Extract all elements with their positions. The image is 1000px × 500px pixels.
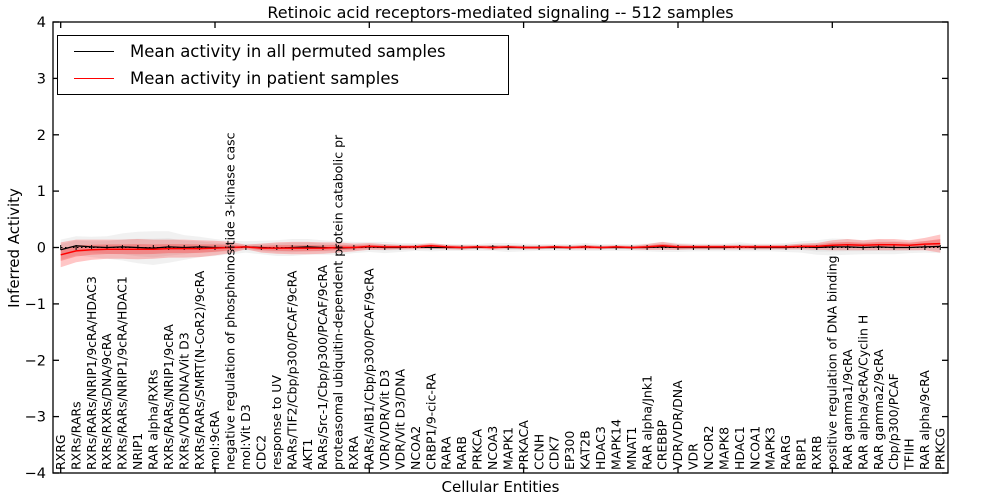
x-tick-label: RXRs/RARs/NRIP1/9cRA	[161, 324, 176, 470]
x-tick-label: VDR/Vit D3/DNA	[392, 369, 407, 470]
x-tick-label: RXRs/RXRs/DNA/9cRA	[99, 333, 114, 470]
x-tick-label: Cbp/p300/PCAF	[886, 373, 901, 470]
x-tick-label: RAR gamma1/9cRA	[840, 349, 855, 470]
x-tick-label: VDR/VDR/Vit D3	[377, 370, 392, 470]
x-tick-label: response to UV	[269, 375, 284, 470]
y-tick-label: 0	[37, 241, 46, 257]
y-tick-label: −4	[25, 466, 46, 482]
y-tick-label: −2	[25, 353, 46, 369]
y-tick-label: 2	[37, 128, 46, 144]
permuted-line-swatch-icon	[74, 51, 114, 52]
x-tick-label: RAR gamma2/9cRA	[871, 349, 886, 470]
x-tick-label: PRKCG	[933, 428, 948, 470]
x-tick-label: RARA	[439, 436, 454, 470]
x-tick-label: RAR alpha/9cRA/Cyclin H	[855, 315, 870, 470]
x-tick-label: RAR alpha/9cRA	[917, 370, 932, 470]
y-tick-label: 4	[37, 15, 46, 31]
x-tick-label: NCOA3	[485, 426, 500, 470]
x-tick-label: CCNH	[531, 434, 546, 470]
x-tick-label: RBP1	[794, 437, 809, 470]
x-tick-label: NRIP1	[130, 433, 145, 470]
x-tick-label: mol:9cRA	[207, 410, 222, 470]
x-tick-label: HDAC1	[732, 426, 747, 470]
x-tick-label: RXRs/RARs	[68, 401, 83, 470]
x-tick-label: CREBBP	[655, 420, 670, 470]
x-tick-label: RXRs/RARs/SMRT(N-CoR2)/9cRA	[192, 270, 207, 470]
x-tick-label: CRBP1/9-cic-RA	[423, 373, 438, 470]
legend: Mean activity in all permuted samples Me…	[57, 35, 509, 95]
legend-label-permuted: Mean activity in all permuted samples	[130, 42, 446, 61]
x-tick-label: RXRs/RARs/NRIP1/9cRA/HDAC3	[84, 276, 99, 470]
x-tick-label: KAT2B	[578, 430, 593, 470]
x-tick-label: negative regulation of phosphoinositide …	[223, 132, 238, 470]
x-tick-label: TFIIH	[902, 438, 917, 471]
x-tick-label: MAPK8	[717, 427, 732, 470]
x-tick-label: positive regulation of DNA binding	[825, 255, 840, 470]
x-tick-label: AKT1	[300, 439, 315, 470]
x-tick-label: NCOR2	[701, 425, 716, 470]
legend-entry-permuted: Mean activity in all permuted samples	[58, 38, 508, 65]
x-tick-label: RXRA	[346, 436, 361, 470]
x-tick-label: HDAC3	[593, 426, 608, 470]
legend-label-patient: Mean activity in patient samples	[130, 69, 400, 88]
y-tick-label: 1	[37, 184, 46, 200]
x-tick-label: RARG	[778, 435, 793, 470]
x-tick-label: RARs/AIB1/Cbp/p300/PCAF/9cRA	[362, 268, 377, 470]
x-tick-label: CDK7	[547, 435, 562, 470]
x-tick-label: RXRB	[809, 435, 824, 470]
x-tick-label: mol:Vit D3	[238, 404, 253, 470]
x-tick-label: NCOA1	[747, 426, 762, 470]
x-tick-label: RXRs/RARs/NRIP1/9cRA/HDAC1	[115, 276, 130, 470]
x-tick-label: NCOA2	[408, 426, 423, 470]
x-tick-label: MAPK3	[763, 427, 778, 470]
y-tick-label: −1	[25, 297, 46, 313]
x-tick-label: RAR alpha/RXRs	[146, 369, 161, 470]
x-tick-label: EP300	[562, 431, 577, 470]
x-tick-label: RARs/TIF2/Cbp/p300/PCAF/9cRA	[284, 270, 299, 470]
band	[60, 231, 941, 265]
x-tick-label: MAPK14	[608, 419, 623, 470]
y-tick-label: −3	[25, 410, 46, 426]
x-tick-label: PRKACA	[516, 420, 531, 470]
x-tick-label: PRKCA	[470, 429, 485, 470]
x-axis-label: Cellular Entities	[441, 478, 560, 496]
x-tick-label: VDR/VDR/DNA	[670, 380, 685, 470]
x-tick-label: RXRs/VDR/DNA/Vit D3	[176, 332, 191, 470]
x-tick-label: RARs/Src-1/Cbp/p300/PCAF/9cRA	[315, 264, 330, 470]
series-line-patient	[60, 242, 941, 256]
x-tick-label: CDC2	[254, 435, 269, 470]
x-tick-label: proteasomal ubiquitin-dependent protein …	[331, 134, 346, 470]
chart-title: Retinoic acid receptors-mediated signali…	[267, 3, 734, 22]
band	[60, 234, 941, 268]
y-tick-label: 3	[37, 71, 46, 87]
legend-entry-patient: Mean activity in patient samples	[58, 65, 508, 92]
x-tick-label: MNAT1	[624, 427, 639, 470]
x-tick-label: MAPK1	[500, 427, 515, 470]
x-tick-label: VDR	[686, 443, 701, 470]
x-tick-label: RXRG	[53, 434, 68, 470]
x-tick-label: RARB	[454, 436, 469, 470]
x-tick-label: RAR alpha/Jnk1	[639, 375, 654, 470]
patient-line-swatch-icon	[74, 78, 114, 79]
